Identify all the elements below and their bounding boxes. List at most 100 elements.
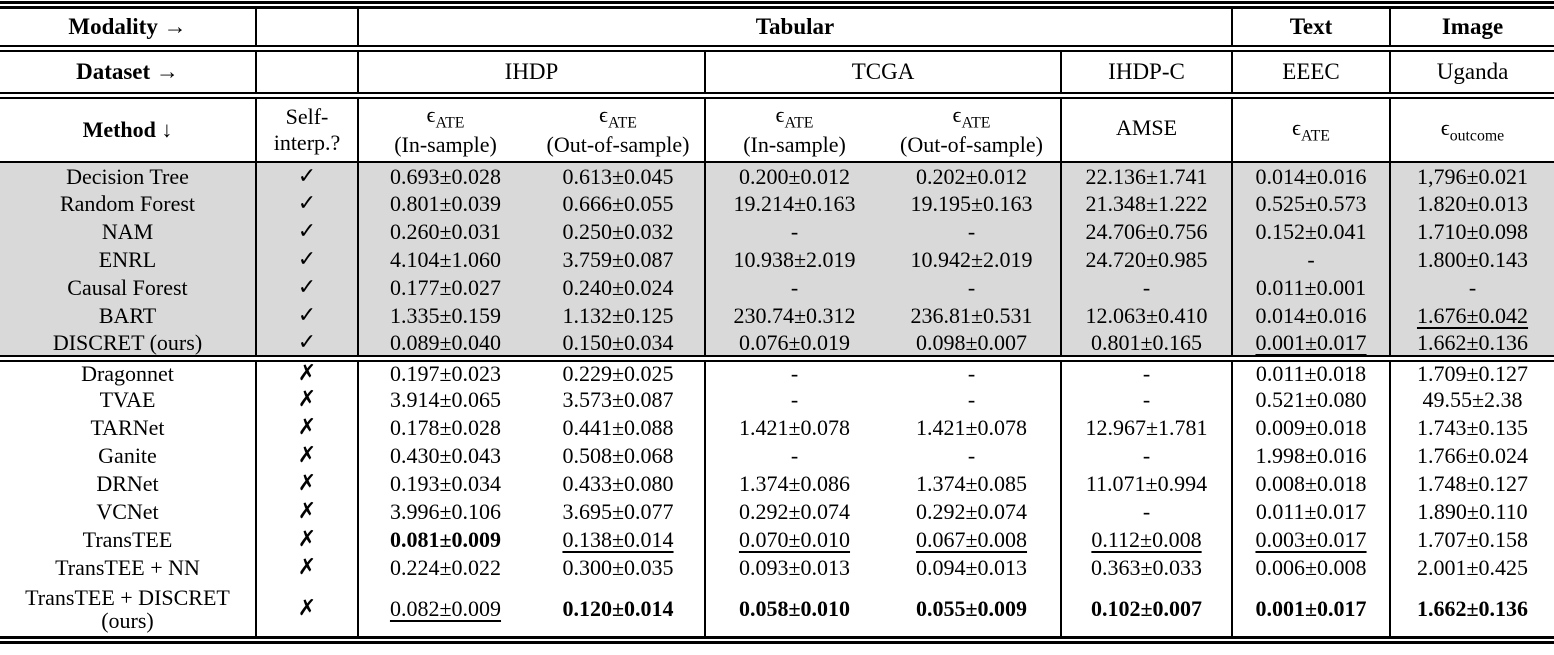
- value-cell: 0.292±0.074: [738, 499, 851, 525]
- value-cell: 0.200±0.012: [705, 162, 883, 190]
- value-cell: 0.292±0.074: [883, 498, 1062, 526]
- metric-eeec-ate: ϵATE: [1232, 95, 1392, 163]
- metric-tcga-out: ϵATE (Out-of-sample): [883, 95, 1062, 163]
- self-interp-line1: Self-: [285, 103, 329, 129]
- value-cell: 2.001±0.425: [1416, 555, 1529, 581]
- dataset-header-label: Dataset →: [0, 48, 257, 99]
- value-cell: 1.998±0.016: [1232, 442, 1392, 470]
- table-row-vcnet: VCNet ✗ 3.996±0.106 3.695±0.077 0.292±0.074 0…: [0, 498, 1554, 526]
- value-cell: 0.093±0.013: [738, 555, 851, 581]
- value-cell: 0.152±0.041: [1232, 218, 1392, 246]
- value-cell: -: [1061, 358, 1234, 386]
- value-cell: -: [1061, 498, 1234, 526]
- table-row-dragonnet: Dragonnet ✗ 0.197±0.023 0.229±0.025- - -0.011…: [0, 358, 1554, 386]
- table-row-tvae: TVAE ✗ 3.914±0.065 3.573±0.087- - -0.521±0.08…: [0, 386, 1554, 414]
- value-cell: 1.374±0.086: [738, 471, 851, 497]
- method-cell: Dragonnet: [0, 358, 257, 386]
- value-cell: 0.011±0.018: [1232, 358, 1392, 386]
- value-cell: 0.240±0.024: [532, 274, 706, 302]
- value-cell: 1.132±0.125: [532, 302, 706, 330]
- modality-row: Modality → Tabular Text Image: [0, 1, 1554, 52]
- value-cell: 0.001±0.017: [1232, 330, 1392, 362]
- table-row-discret-ours: DISCRET (ours) ✓ 0.089±0.040 0.150±0.034 0.0…: [0, 330, 1554, 362]
- table-row-enrl: ENRL ✓ 4.104±1.060 3.759±0.087 10.938±2.019 1…: [0, 246, 1554, 274]
- value-cell: 236.81±0.531: [883, 302, 1062, 330]
- cross-icon: ✗: [256, 470, 359, 498]
- value-cell: 1.820±0.013: [1390, 190, 1554, 218]
- value-cell: 0.260±0.031: [358, 218, 532, 246]
- value-cell: 0.098±0.007: [883, 330, 1062, 362]
- value-cell: 1.743±0.135: [1416, 415, 1529, 441]
- value-cell: -: [883, 358, 1062, 386]
- value-cell: 3.996±0.106: [389, 499, 502, 525]
- value-cell: -: [1390, 274, 1554, 302]
- table-row-random-forest: Random Forest ✓ 0.801±0.039 0.666±0.055 19.2…: [0, 190, 1554, 218]
- value-cell: 0.112±0.008: [1061, 526, 1234, 554]
- method-cell: TransTEE + DISCRET (ours): [0, 582, 257, 644]
- value-cell: -: [1061, 442, 1234, 470]
- value-cell: 1.662±0.136: [1390, 330, 1554, 362]
- value-cell: 24.720±0.985: [1061, 246, 1234, 274]
- value-cell: -: [790, 443, 799, 469]
- cross-icon: ✗: [256, 358, 359, 386]
- dataset-eeec: EEEC: [1232, 48, 1392, 99]
- value-cell: -: [705, 274, 883, 302]
- value-cell: 1.710±0.098: [1390, 218, 1554, 246]
- value-cell: 1.890±0.110: [1417, 499, 1528, 525]
- value-cell: 0.202±0.012: [883, 162, 1062, 190]
- dataset-uganda: Uganda: [1390, 48, 1554, 99]
- value-cell: 0.120±0.014: [532, 582, 706, 644]
- table-row-bart: BART ✓ 1.335±0.159 1.132±0.125 230.74±0.312 2…: [0, 302, 1554, 330]
- method-cell: DRNet: [0, 470, 257, 498]
- value-cell: 3.695±0.077: [532, 498, 706, 526]
- metric-uganda-outcome: ϵoutcome: [1390, 95, 1554, 163]
- method-cell: Causal Forest: [0, 274, 257, 302]
- method-header-label: Method ↓: [0, 95, 257, 163]
- method-cell: Ganite: [0, 442, 257, 470]
- value-cell: 0.138±0.014: [532, 526, 706, 554]
- value-cell: 0.009±0.018: [1232, 414, 1392, 442]
- modality-group-tabular: Tabular: [358, 1, 1234, 52]
- dataset-tcga: TCGA: [705, 48, 1062, 99]
- value-cell: 1.800±0.143: [1390, 246, 1554, 274]
- value-cell: 10.942±2.019: [883, 246, 1062, 274]
- value-cell: 19.214±0.163: [705, 190, 883, 218]
- method-cell: DISCRET (ours): [0, 330, 257, 362]
- value-cell: 0.613±0.045: [532, 162, 706, 190]
- value-cell: 0.102±0.007: [1061, 582, 1234, 644]
- metric-tcga-in: ϵATE (In-sample): [705, 95, 883, 163]
- value-cell: 3.914±0.065: [389, 387, 502, 413]
- metric-ihdp-c-amse: AMSE: [1061, 95, 1234, 163]
- value-cell: 0.430±0.043: [389, 443, 502, 469]
- value-cell: 19.195±0.163: [883, 190, 1062, 218]
- value-cell: 0.011±0.001: [1232, 274, 1392, 302]
- value-cell: 49.55±2.38: [1422, 387, 1523, 413]
- metric-ihdp-in: ϵATE (In-sample): [358, 95, 532, 163]
- value-cell: 0.801±0.039: [358, 190, 532, 218]
- checkmark-icon: ✓: [256, 246, 359, 274]
- value-cell: 1.335±0.159: [358, 302, 532, 330]
- value-cell: 0.014±0.016: [1232, 162, 1392, 190]
- value-cell: 10.938±2.019: [705, 246, 883, 274]
- value-cell: 0.082±0.009: [358, 582, 532, 644]
- value-cell: 0.178±0.028: [389, 415, 502, 441]
- checkmark-icon: ✓: [256, 190, 359, 218]
- modality-group-text: Text: [1232, 1, 1392, 52]
- method-cell: Decision Tree: [0, 162, 257, 190]
- value-cell: 0.197±0.023: [389, 361, 502, 386]
- metric-ihdp-out: ϵATE (Out-of-sample): [532, 95, 706, 163]
- value-cell: 0.089±0.040: [358, 330, 532, 362]
- value-cell: 1.707±0.158: [1416, 527, 1529, 553]
- value-cell: 0.693±0.028: [358, 162, 532, 190]
- value-cell: 0.067±0.008: [883, 526, 1062, 554]
- value-cell: 0.055±0.009: [883, 582, 1062, 644]
- method-cell: Random Forest: [0, 190, 257, 218]
- table-row-ganite: Ganite ✗ 0.430±0.043 0.508±0.068- - -1.998±0.…: [0, 442, 1554, 470]
- value-cell: 11.071±0.994: [1061, 470, 1234, 498]
- value-cell: -: [883, 274, 1062, 302]
- dataset-row: Dataset → IHDP TCGA IHDP-C EEEC Uganda: [0, 48, 1554, 99]
- value-cell: 0.666±0.055: [532, 190, 706, 218]
- value-cell: 1.709±0.127: [1416, 361, 1529, 386]
